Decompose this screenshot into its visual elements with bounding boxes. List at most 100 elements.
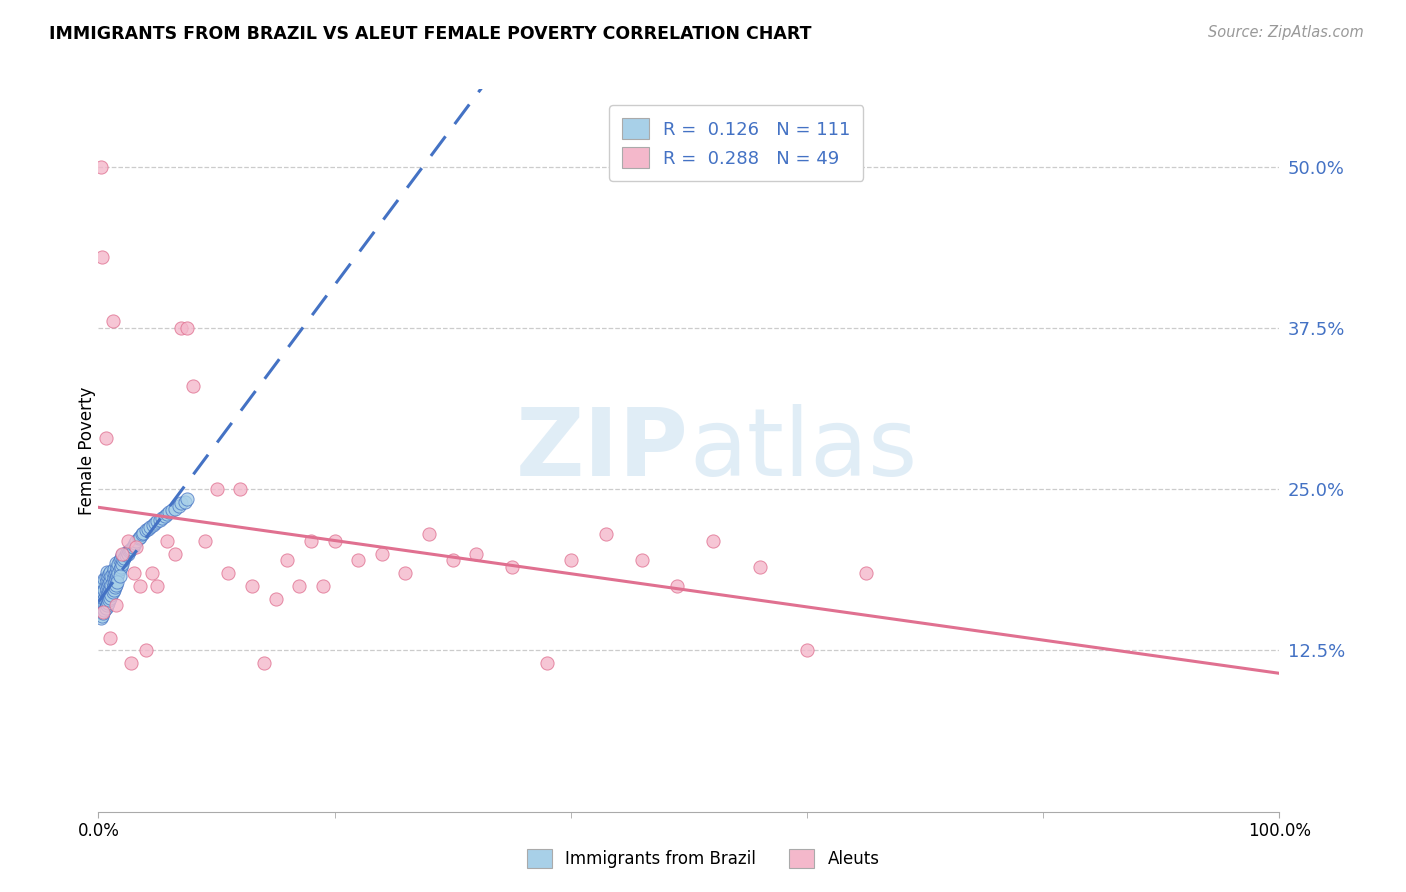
Point — [128, 579, 150, 593]
Point — [153, 509, 176, 524]
Point — [101, 566, 124, 580]
Point — [103, 579, 125, 593]
Point — [855, 566, 877, 580]
Point — [111, 548, 134, 562]
Point — [103, 571, 125, 585]
Point — [98, 631, 121, 645]
Point — [122, 538, 145, 552]
Point — [135, 643, 157, 657]
Point — [347, 553, 370, 567]
Legend: Immigrants from Brazil, Aleuts: Immigrants from Brazil, Aleuts — [520, 843, 886, 875]
Point — [90, 585, 112, 599]
Point — [105, 561, 128, 575]
Point — [128, 530, 150, 544]
Point — [666, 579, 689, 593]
Point — [165, 547, 187, 561]
Point — [94, 570, 117, 584]
Point — [101, 585, 124, 599]
Point — [170, 321, 193, 335]
Point — [121, 657, 143, 671]
Point — [98, 589, 121, 603]
Point — [156, 507, 179, 521]
Point — [105, 573, 128, 587]
Point — [176, 492, 198, 507]
Point — [112, 550, 135, 565]
Point — [205, 482, 228, 496]
Point — [111, 547, 134, 561]
Point — [91, 596, 114, 610]
Point — [131, 527, 153, 541]
Point — [264, 591, 287, 606]
Point — [149, 513, 172, 527]
Point — [90, 599, 112, 613]
Point — [105, 556, 128, 570]
Point — [105, 565, 128, 579]
Point — [418, 527, 440, 541]
Point — [103, 582, 125, 597]
Point — [94, 431, 117, 445]
Point — [240, 579, 263, 593]
Point — [630, 553, 652, 567]
Point — [146, 515, 169, 529]
Point — [98, 591, 121, 605]
Point — [110, 559, 132, 574]
Point — [312, 579, 335, 593]
Point — [94, 600, 117, 615]
Point — [96, 599, 118, 613]
Point — [91, 605, 114, 619]
Point — [288, 579, 311, 593]
Point — [117, 547, 139, 561]
Point — [371, 547, 394, 561]
Text: atlas: atlas — [689, 404, 917, 497]
Point — [93, 603, 115, 617]
Point — [323, 533, 346, 548]
Point — [465, 547, 488, 561]
Point — [150, 510, 173, 524]
Point — [96, 589, 118, 603]
Point — [111, 557, 134, 571]
Point — [89, 605, 111, 619]
Point — [160, 503, 183, 517]
Point — [115, 545, 138, 559]
Point — [91, 588, 114, 602]
Y-axis label: Female Poverty: Female Poverty — [79, 386, 96, 515]
Point — [100, 568, 122, 582]
Point — [96, 582, 118, 596]
Point — [96, 574, 118, 588]
Point — [94, 600, 117, 615]
Point — [118, 544, 141, 558]
Point — [104, 567, 127, 582]
Point — [114, 548, 136, 562]
Point — [94, 594, 117, 608]
Point — [97, 579, 120, 593]
Point — [142, 518, 165, 533]
Point — [595, 527, 617, 541]
Point — [501, 559, 523, 574]
Point — [90, 160, 112, 174]
Point — [105, 577, 128, 591]
Point — [98, 576, 121, 591]
Point — [128, 531, 150, 545]
Point — [108, 568, 131, 582]
Point — [100, 585, 122, 599]
Point — [135, 524, 157, 538]
Point — [121, 541, 143, 556]
Text: IMMIGRANTS FROM BRAZIL VS ALEUT FEMALE POVERTY CORRELATION CHART: IMMIGRANTS FROM BRAZIL VS ALEUT FEMALE P… — [49, 25, 811, 43]
Point — [91, 579, 114, 593]
Point — [101, 575, 124, 590]
Point — [98, 593, 121, 607]
Point — [98, 574, 121, 588]
Point — [157, 505, 180, 519]
Point — [173, 495, 195, 509]
Point — [156, 533, 179, 548]
Point — [96, 599, 118, 613]
Point — [107, 566, 129, 580]
Point — [124, 536, 146, 550]
Point — [394, 566, 416, 580]
Point — [91, 600, 114, 615]
Point — [97, 596, 120, 610]
Point — [136, 522, 159, 536]
Point — [125, 533, 148, 548]
Point — [100, 577, 122, 591]
Point — [105, 575, 128, 590]
